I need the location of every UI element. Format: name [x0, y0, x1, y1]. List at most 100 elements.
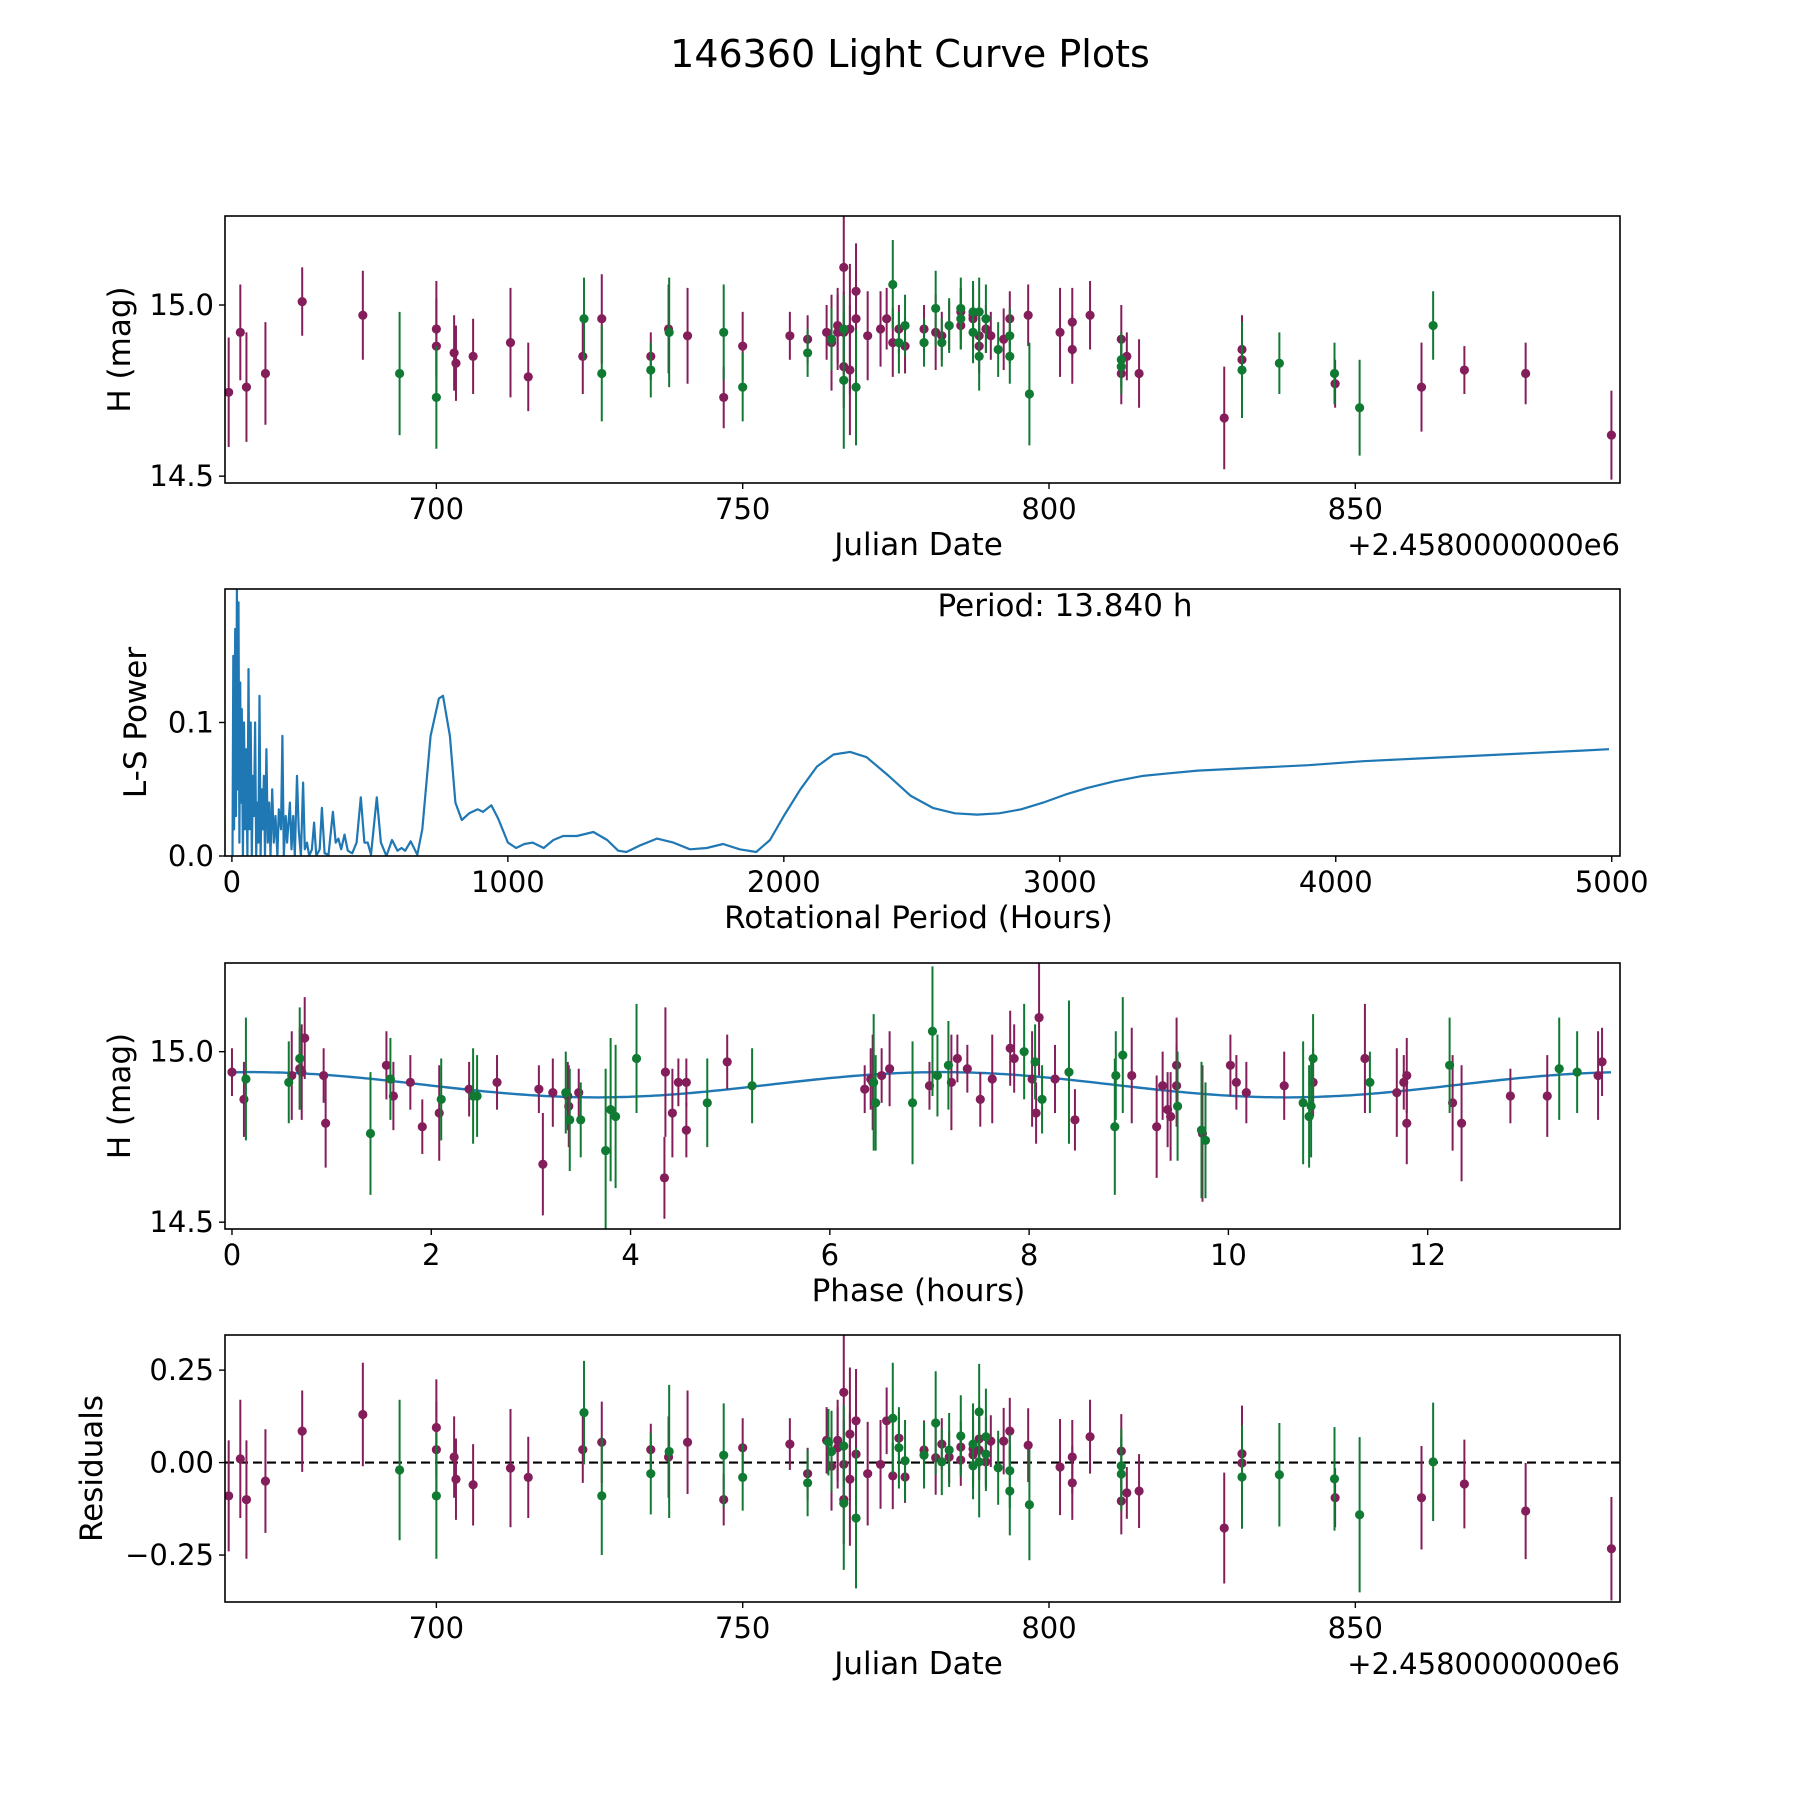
data-point: [877, 1070, 887, 1081]
series-filter_b: [241, 966, 1582, 1229]
data-point: [1005, 351, 1015, 361]
data-point: [1593, 1070, 1603, 1081]
data-point: [523, 1472, 533, 1482]
data-point: [319, 1070, 329, 1081]
data-point: [449, 348, 459, 358]
data-point: [1067, 1478, 1077, 1488]
data-point: [1505, 1091, 1515, 1101]
data-point: [295, 1053, 305, 1064]
x-tick-label: 800: [1021, 492, 1076, 526]
data-point: [968, 327, 978, 337]
data-point: [1402, 1070, 1412, 1081]
data-point: [436, 1094, 446, 1105]
x-tick-label: 12: [1409, 1238, 1446, 1272]
data-point: [974, 351, 984, 361]
data-point: [606, 1105, 616, 1115]
data-point: [681, 1077, 691, 1087]
data-point: [1459, 1479, 1469, 1489]
data-point: [472, 1091, 482, 1101]
data-point: [1023, 310, 1033, 320]
data-point: [839, 375, 849, 385]
data-point: [845, 1474, 855, 1484]
data-point: [664, 327, 674, 337]
data-point: [1365, 1077, 1375, 1087]
data-point: [464, 1084, 474, 1094]
data-point: [931, 1418, 941, 1428]
data-point: [523, 372, 533, 382]
x-tick-label: 4000: [1299, 865, 1373, 899]
data-point: [664, 1446, 674, 1457]
data-point: [875, 324, 886, 334]
data-point: [885, 1064, 895, 1074]
series-filter_b: [395, 1360, 1438, 1593]
data-point: [962, 1064, 972, 1074]
data-point: [1024, 389, 1035, 399]
x-tick-label: 4: [621, 1238, 639, 1272]
data-point: [1118, 1050, 1128, 1060]
x-axis-label: Rotational Period (Hours): [724, 900, 1113, 936]
x-tick-label: 5000: [1575, 865, 1649, 899]
data-point: [785, 331, 795, 341]
data-point: [300, 1033, 310, 1043]
data-point: [241, 1074, 251, 1084]
data-point: [907, 1098, 918, 1108]
data-point: [1116, 362, 1126, 372]
data-point: [956, 314, 966, 324]
data-point: [987, 1074, 997, 1084]
data-point: [365, 1128, 376, 1139]
data-point: [451, 1474, 461, 1484]
data-point: [738, 1472, 748, 1482]
data-point: [239, 1094, 249, 1105]
data-point: [1219, 1523, 1229, 1533]
data-point: [888, 1413, 898, 1423]
data-point: [1572, 1067, 1582, 1077]
data-point: [1360, 1053, 1370, 1064]
data-point: [882, 314, 892, 324]
data-point: [1172, 1101, 1183, 1111]
y-tick-label: 0.00: [149, 1446, 214, 1480]
data-point: [937, 1457, 947, 1467]
y-axis-label: H (mag): [102, 286, 138, 412]
data-point: [395, 1465, 405, 1475]
data-point: [358, 310, 368, 320]
y-tick-label: 14.5: [149, 459, 214, 493]
plot-area: [225, 1335, 1620, 1601]
data-point: [860, 1084, 870, 1094]
data-point: [981, 314, 991, 324]
data-point: [1005, 1043, 1015, 1053]
data-point: [358, 1409, 368, 1420]
data-point: [667, 1108, 677, 1118]
data-point: [1196, 1125, 1207, 1135]
data-point: [1606, 1544, 1617, 1554]
data-point: [1005, 1486, 1015, 1496]
data-point: [297, 296, 307, 307]
x-tick-label: 800: [1021, 1611, 1076, 1645]
plot-area: [225, 216, 1617, 480]
x-tick-label: 750: [715, 1611, 770, 1645]
y-axis-label: L-S Power: [118, 647, 154, 798]
data-point: [1024, 1500, 1035, 1510]
series-filter_b: [395, 239, 1438, 456]
data-point: [431, 392, 441, 403]
data-point: [646, 1469, 656, 1479]
data-point: [505, 338, 516, 348]
data-point: [785, 1439, 795, 1449]
data-point: [722, 1057, 732, 1067]
data-point: [1127, 1070, 1137, 1081]
y-tick-label: −0.25: [125, 1538, 214, 1572]
data-point: [1542, 1091, 1552, 1101]
data-point: [894, 1443, 904, 1453]
data-point: [1304, 1111, 1314, 1122]
data-point: [468, 1480, 478, 1490]
data-point: [1070, 1115, 1080, 1125]
data-point: [1110, 1122, 1120, 1132]
data-point: [538, 1159, 548, 1169]
data-point: [1459, 365, 1469, 375]
data-point: [534, 1084, 544, 1094]
data-point: [719, 392, 729, 403]
data-point: [1279, 1081, 1289, 1091]
data-point: [851, 1513, 861, 1523]
data-point: [381, 1060, 392, 1070]
data-point: [863, 1469, 873, 1479]
data-point: [1554, 1064, 1564, 1074]
